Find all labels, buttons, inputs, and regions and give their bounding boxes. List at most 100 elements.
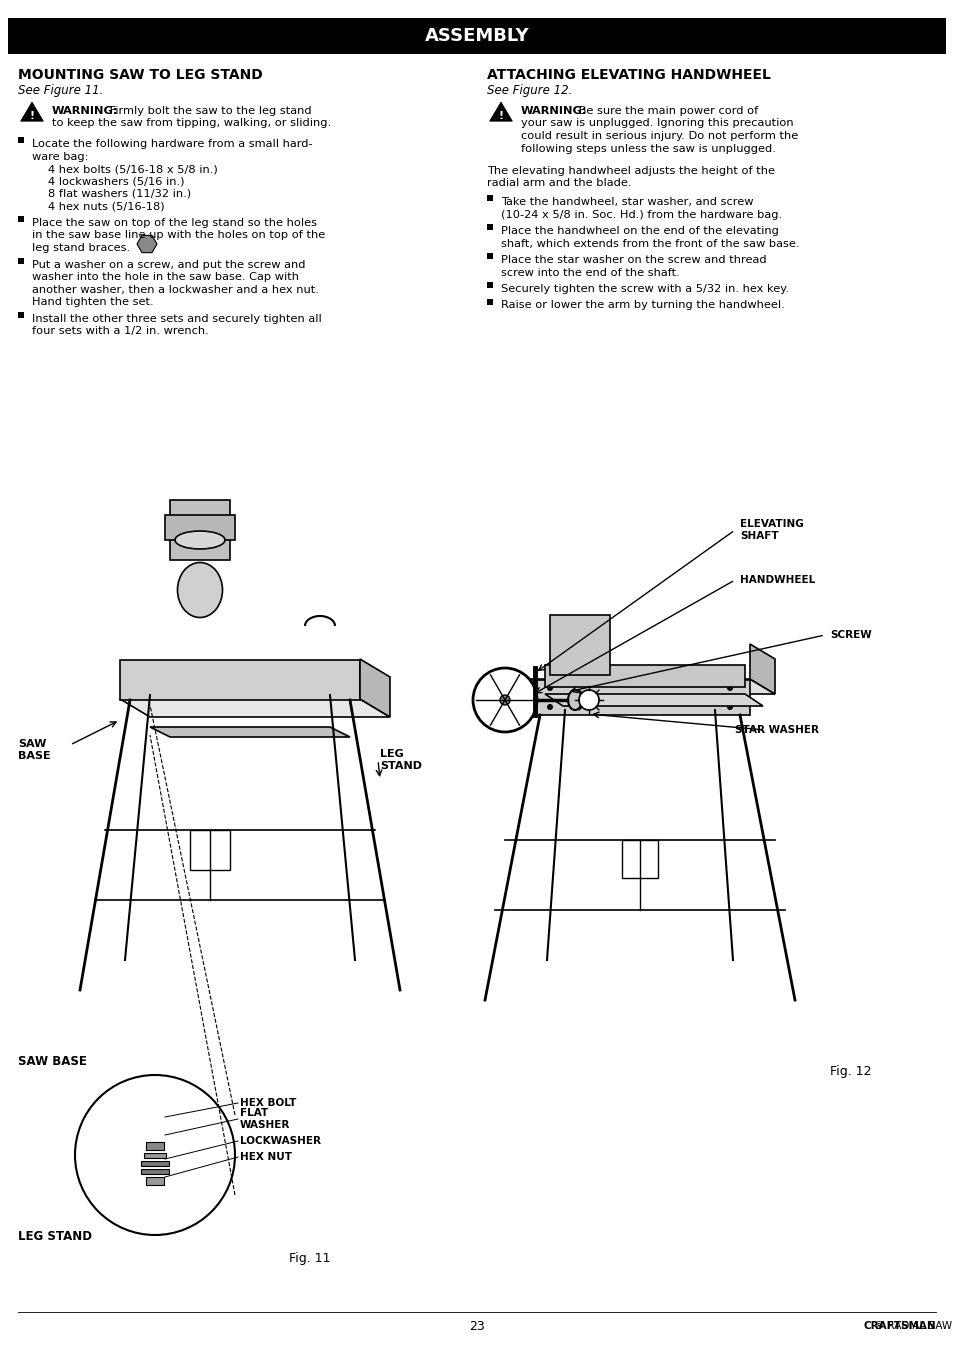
Bar — [550, 616, 609, 675]
Text: LEG STAND: LEG STAND — [18, 1230, 91, 1243]
Text: HANDWHEEL: HANDWHEEL — [740, 575, 815, 584]
Text: Place the star washer on the screw and thread: Place the star washer on the screw and t… — [500, 255, 766, 265]
Text: !: ! — [497, 111, 503, 121]
Text: SAW
BASE: SAW BASE — [18, 739, 51, 761]
Text: could result in serious injury. Do not perform the: could result in serious injury. Do not p… — [520, 130, 798, 141]
Circle shape — [726, 685, 732, 690]
Text: WARNING:: WARNING: — [52, 106, 118, 116]
Text: Hand tighten the set.: Hand tighten the set. — [32, 298, 153, 307]
Text: The elevating handwheel adjusts the height of the: The elevating handwheel adjusts the heig… — [486, 166, 774, 177]
Text: ware bag:: ware bag: — [32, 151, 89, 162]
Ellipse shape — [174, 531, 225, 549]
Bar — [144, 1152, 166, 1158]
Circle shape — [473, 669, 537, 733]
Ellipse shape — [177, 563, 222, 617]
Polygon shape — [749, 644, 774, 694]
Text: Firmly bolt the saw to the leg stand: Firmly bolt the saw to the leg stand — [106, 106, 312, 116]
Bar — [146, 1177, 164, 1185]
Bar — [486, 299, 493, 304]
Polygon shape — [120, 699, 390, 718]
Text: HEX NUT: HEX NUT — [240, 1152, 292, 1162]
Text: screw into the end of the shaft.: screw into the end of the shaft. — [500, 268, 679, 277]
Bar — [8, 18, 945, 54]
Circle shape — [499, 694, 510, 705]
Text: !: ! — [30, 111, 34, 121]
Bar — [544, 665, 744, 688]
Text: Install the other three sets and securely tighten all: Install the other three sets and securel… — [32, 314, 321, 323]
Text: (10-24 x 5/8 in. Soc. Hd.) from the hardware bag.: (10-24 x 5/8 in. Soc. Hd.) from the hard… — [500, 209, 781, 220]
Text: 23: 23 — [469, 1320, 484, 1333]
Bar — [120, 660, 359, 700]
Bar — [486, 283, 493, 288]
Bar — [486, 253, 493, 260]
Text: Place the saw on top of the leg stand so the holes: Place the saw on top of the leg stand so… — [32, 217, 316, 228]
Text: CRAFTSMAN: CRAFTSMAN — [862, 1321, 935, 1330]
Text: SAW BASE: SAW BASE — [18, 1055, 87, 1068]
Text: Securely tighten the screw with a 5/32 in. hex key.: Securely tighten the screw with a 5/32 i… — [500, 284, 788, 294]
Polygon shape — [137, 235, 157, 253]
Bar — [530, 680, 749, 715]
Bar — [18, 137, 24, 143]
Text: Locate the following hardware from a small hard-: Locate the following hardware from a sma… — [32, 139, 313, 149]
Text: your saw is unplugged. Ignoring this precaution: your saw is unplugged. Ignoring this pre… — [520, 118, 793, 129]
Text: four sets with a 1/2 in. wrench.: four sets with a 1/2 in. wrench. — [32, 326, 209, 336]
Text: shaft, which extends from the front of the saw base.: shaft, which extends from the front of t… — [500, 238, 799, 249]
Text: WARNING:: WARNING: — [520, 106, 587, 116]
Text: 4 hex bolts (5/16-18 x 5/8 in.): 4 hex bolts (5/16-18 x 5/8 in.) — [48, 164, 217, 174]
Text: Raise or lower the arm by turning the handwheel.: Raise or lower the arm by turning the ha… — [500, 300, 784, 310]
Text: another washer, then a lockwasher and a hex nut.: another washer, then a lockwasher and a … — [32, 284, 318, 295]
Bar — [18, 311, 24, 318]
Text: HEX BOLT: HEX BOLT — [240, 1098, 296, 1108]
Polygon shape — [359, 659, 390, 718]
Bar — [146, 1142, 164, 1150]
Text: Be sure the main power cord of: Be sure the main power cord of — [575, 106, 758, 116]
Text: SCREW: SCREW — [829, 631, 871, 640]
Text: Fig. 11: Fig. 11 — [289, 1252, 331, 1265]
Circle shape — [726, 704, 732, 709]
Text: leg stand braces.: leg stand braces. — [32, 243, 130, 253]
Text: washer into the hole in the saw base. Cap with: washer into the hole in the saw base. Ca… — [32, 272, 298, 283]
Bar — [486, 194, 493, 201]
Text: to keep the saw from tipping, walking, or sliding.: to keep the saw from tipping, walking, o… — [52, 118, 331, 129]
Ellipse shape — [567, 690, 581, 709]
Text: radial arm and the blade.: radial arm and the blade. — [486, 178, 631, 189]
Polygon shape — [21, 102, 43, 121]
Circle shape — [578, 690, 598, 709]
Bar — [165, 515, 234, 540]
Bar — [18, 216, 24, 222]
Bar — [141, 1169, 169, 1174]
Text: LOCKWASHER: LOCKWASHER — [240, 1136, 320, 1146]
Text: ELEVATING
SHAFT: ELEVATING SHAFT — [740, 519, 803, 541]
Text: Fig. 12: Fig. 12 — [829, 1065, 871, 1078]
Text: Take the handwheel, star washer, and screw: Take the handwheel, star washer, and scr… — [500, 197, 753, 207]
Text: Put a washer on a screw, and put the screw and: Put a washer on a screw, and put the scr… — [32, 260, 305, 269]
Circle shape — [546, 704, 553, 709]
Text: in the saw base line up with the holes on top of the: in the saw base line up with the holes o… — [32, 231, 325, 241]
Circle shape — [546, 685, 553, 690]
Text: 4 lockwashers (5/16 in.): 4 lockwashers (5/16 in.) — [48, 177, 184, 186]
Text: Place the handwheel on the end of the elevating: Place the handwheel on the end of the el… — [500, 226, 778, 236]
Bar — [141, 1161, 169, 1166]
Text: STAR WASHER: STAR WASHER — [734, 724, 818, 735]
Text: See Figure 12.: See Figure 12. — [486, 84, 572, 96]
Polygon shape — [544, 694, 762, 705]
Polygon shape — [150, 727, 350, 737]
Polygon shape — [530, 680, 774, 694]
Text: ASSEMBLY: ASSEMBLY — [424, 27, 529, 45]
Bar — [18, 257, 24, 264]
Text: LEG
STAND: LEG STAND — [379, 749, 421, 771]
Polygon shape — [489, 102, 512, 121]
Text: MOUNTING SAW TO LEG STAND: MOUNTING SAW TO LEG STAND — [18, 68, 262, 82]
Text: FLAT
WASHER: FLAT WASHER — [240, 1108, 290, 1129]
Bar — [190, 830, 230, 870]
Circle shape — [75, 1075, 234, 1235]
Text: 8 flat washers (11/32 in.): 8 flat washers (11/32 in.) — [48, 189, 191, 198]
Text: See Figure 11.: See Figure 11. — [18, 84, 103, 96]
Text: ® RADIAL SAW 315.220380: ® RADIAL SAW 315.220380 — [873, 1321, 953, 1330]
Text: following steps unless the saw is unplugged.: following steps unless the saw is unplug… — [520, 144, 775, 154]
Text: 4 hex nuts (5/16-18): 4 hex nuts (5/16-18) — [48, 201, 165, 212]
Text: ATTACHING ELEVATING HANDWHEEL: ATTACHING ELEVATING HANDWHEEL — [486, 68, 770, 82]
Bar — [621, 840, 658, 878]
Bar — [486, 224, 493, 230]
Bar — [170, 500, 230, 560]
